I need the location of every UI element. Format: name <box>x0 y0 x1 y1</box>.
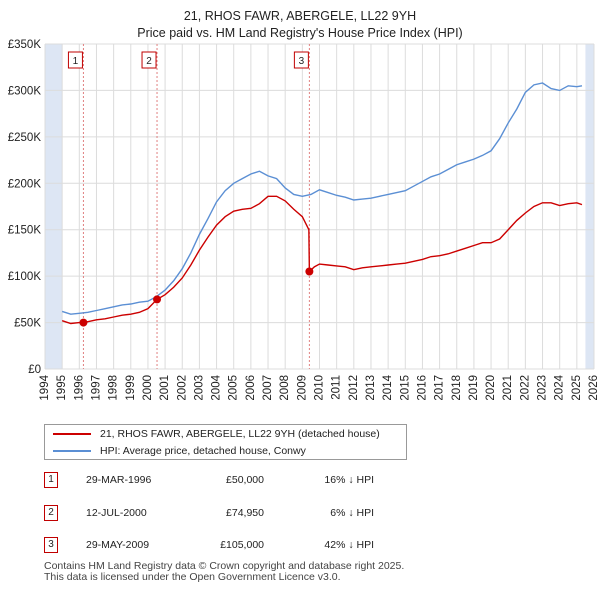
sale-points <box>79 267 314 327</box>
x-tick-label: 2013 <box>365 375 377 401</box>
x-tick-label: 2020 <box>485 375 497 401</box>
legend-label-hpi: HPI: Average price, detached house, Conw… <box>100 445 306 457</box>
x-tick-label: 2005 <box>228 375 240 401</box>
transaction-row-2: 2 12-JUL-2000 £74,950 6% ↓ HPI <box>44 505 444 523</box>
x-tick-label: 2007 <box>262 375 274 401</box>
x-tick-label: 2003 <box>193 375 205 401</box>
footer-line-copyright: Contains HM Land Registry data © Crown c… <box>44 560 405 572</box>
transaction-price: £74,950 <box>226 507 264 519</box>
transaction-hpi-diff: 42% ↓ HPI <box>324 539 374 551</box>
x-tick-label: 1995 <box>56 375 68 401</box>
y-tick-label: £200K <box>8 178 42 190</box>
legend-item-hpi: HPI: Average price, detached house, Conw… <box>53 443 306 459</box>
sale-marker-number-2: 2 <box>146 56 152 67</box>
x-tick-label: 2004 <box>211 374 223 400</box>
x-tick-label: 2006 <box>245 375 257 401</box>
sale-point-3 <box>305 267 314 276</box>
x-tick-label: 2015 <box>399 375 411 401</box>
transaction-date: 29-MAY-2009 <box>86 539 150 551</box>
y-tick-label: £300K <box>8 85 42 97</box>
sale-point-2 <box>153 295 162 304</box>
transaction-date: 12-JUL-2000 <box>86 507 147 519</box>
x-tick-label: 2024 <box>554 374 566 400</box>
x-tick-label: 2014 <box>382 374 394 400</box>
x-tick-label: 2017 <box>434 375 446 401</box>
sale-marker-number-3: 3 <box>299 56 305 67</box>
series-group <box>61 82 583 325</box>
no-data-shade-left <box>45 44 63 369</box>
x-tick-label: 1998 <box>108 375 120 401</box>
sale-marker-box-1 <box>67 51 83 69</box>
transaction-hpi-diff: 6% ↓ HPI <box>330 507 374 519</box>
transaction-row-3: 3 29-MAY-2009 £105,000 42% ↓ HPI <box>44 537 444 555</box>
x-tick-label: 2022 <box>519 375 531 401</box>
x-tick-label: 2009 <box>296 375 308 401</box>
transaction-number: 3 <box>44 537 58 553</box>
y-tick-label: £350K <box>8 39 42 51</box>
x-axis: 1994 1995 1996 1997 1998 1999 2000 2001 2002 2003… <box>39 374 600 400</box>
footer-line-licence: This data is licensed under the Open Gov… <box>44 571 341 583</box>
x-tick-label: 1997 <box>90 375 102 401</box>
x-tick-label: 1996 <box>73 375 85 401</box>
x-tick-label: 2001 <box>159 375 171 401</box>
legend: 21, RHOS FAWR, ABERGELE, LL22 9YH (detac… <box>44 424 407 460</box>
legend-label-property: 21, RHOS FAWR, ABERGELE, LL22 9YH (detac… <box>100 428 380 440</box>
sale-marker-labels: 1 2 3 <box>67 51 309 69</box>
x-tick-label: 2018 <box>451 375 463 401</box>
series-line-property <box>61 195 583 325</box>
chart-subtitle: Price paid vs. HM Land Registry's House … <box>137 26 462 40</box>
transaction-number: 2 <box>44 505 58 521</box>
x-tick-label: 2000 <box>142 375 154 401</box>
transaction-number: 1 <box>44 472 58 488</box>
y-tick-label: £50K <box>14 318 41 330</box>
chart-title: 21, RHOS FAWR, ABERGELE, LL22 9YH <box>184 9 416 23</box>
price-chart: 21, RHOS FAWR, ABERGELE, LL22 9YH Price … <box>8 9 600 401</box>
x-tick-label: 2002 <box>176 375 188 401</box>
legend-item-property: 21, RHOS FAWR, ABERGELE, LL22 9YH (detac… <box>53 426 380 442</box>
transaction-price: £105,000 <box>220 539 264 551</box>
y-tick-label: £0 <box>28 364 41 376</box>
x-tick-label: 1999 <box>125 375 137 401</box>
grid-lines <box>44 43 595 370</box>
legend-swatch-hpi <box>53 450 91 452</box>
y-tick-label: £150K <box>8 225 42 237</box>
x-tick-label: 2016 <box>416 375 428 401</box>
sale-marker-box-2 <box>141 51 157 69</box>
sale-marker-number-1: 1 <box>73 56 79 67</box>
x-tick-label: 2008 <box>279 375 291 401</box>
y-tick-label: £250K <box>8 132 42 144</box>
transaction-price: £50,000 <box>226 474 264 486</box>
x-tick-label: 2011 <box>331 375 343 400</box>
legend-swatch-property <box>53 433 91 435</box>
y-axis: £0 £50K £100K £150K £200K £250K £300K £350K <box>8 39 42 376</box>
y-tick-label: £100K <box>8 271 42 283</box>
x-tick-label: 2012 <box>348 375 360 401</box>
series-line-hpi <box>61 82 583 315</box>
x-tick-label: 2010 <box>314 375 326 401</box>
sale-point-1 <box>79 318 88 327</box>
sale-marker-box-3 <box>293 51 309 69</box>
no-data-shade-right <box>585 44 594 369</box>
transaction-date: 29-MAR-1996 <box>86 474 152 486</box>
x-tick-label: 2019 <box>468 375 480 401</box>
x-tick-label: 1994 <box>39 374 51 400</box>
x-tick-label: 2025 <box>571 375 583 401</box>
x-tick-label: 2026 <box>588 375 600 401</box>
transaction-hpi-diff: 16% ↓ HPI <box>324 474 374 486</box>
footer-attribution: Contains HM Land Registry data © Crown c… <box>44 561 404 583</box>
transaction-row-1: 1 29-MAR-1996 £50,000 16% ↓ HPI <box>44 472 444 490</box>
x-tick-label: 2021 <box>502 375 514 401</box>
x-tick-label: 2023 <box>537 375 549 401</box>
